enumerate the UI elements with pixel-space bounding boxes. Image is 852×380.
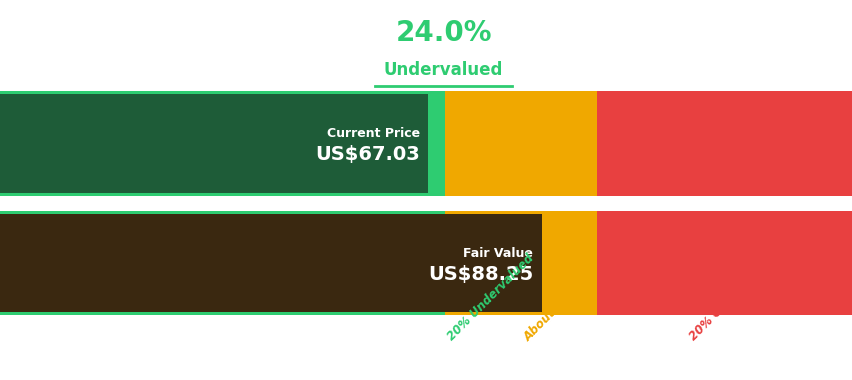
Text: 20% Overvalued: 20% Overvalued	[686, 258, 771, 344]
Bar	[596, 91, 852, 196]
Text: Fair Value: Fair Value	[463, 247, 532, 260]
Text: About Right: About Right	[521, 279, 585, 344]
Text: Undervalued: Undervalued	[383, 61, 503, 79]
Bar	[0, 211, 445, 315]
Bar	[445, 211, 596, 315]
Bar	[0, 214, 541, 312]
Bar	[596, 211, 852, 315]
Text: US$88.25: US$88.25	[428, 265, 532, 284]
Bar	[445, 91, 596, 196]
Text: 24.0%: 24.0%	[394, 19, 492, 47]
Text: Current Price: Current Price	[326, 127, 419, 141]
Text: US$67.03: US$67.03	[314, 146, 419, 165]
Bar	[0, 94, 428, 193]
Bar	[0, 91, 445, 196]
Text: 20% Undervalued: 20% Undervalued	[445, 252, 536, 344]
